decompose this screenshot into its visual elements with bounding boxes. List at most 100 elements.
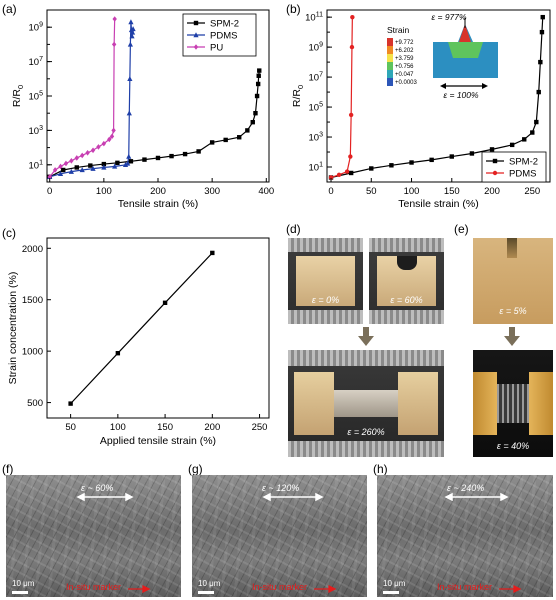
data-point xyxy=(162,300,168,305)
y-tick-label: 105 xyxy=(29,91,44,103)
data-point xyxy=(47,174,52,180)
panel-label-g: (g) xyxy=(188,462,203,476)
y-tick-label: 105 xyxy=(309,102,324,114)
panel-label-b: (b) xyxy=(286,2,301,16)
y-tick-label: 101 xyxy=(309,162,324,174)
scale-bar-label: 10 μm xyxy=(383,579,406,588)
down-arrow-icon xyxy=(504,327,520,346)
plot-frame xyxy=(46,237,270,419)
x-tick-label: 250 xyxy=(524,186,540,197)
x-tick-label: 150 xyxy=(157,422,173,433)
data-point xyxy=(126,153,132,159)
data-point xyxy=(129,33,135,39)
y-tick-label: 1500 xyxy=(22,295,43,306)
data-point xyxy=(74,155,79,161)
data-point xyxy=(111,127,116,134)
data-point xyxy=(253,111,258,116)
colorbar-label: +6.202 xyxy=(395,48,414,54)
fem-inset: Strain +9.772 +6.202 +3.759 +0.756 +0.047 +0.0… xyxy=(387,12,498,100)
data-point xyxy=(128,19,134,25)
panel-label-c: (c) xyxy=(2,226,16,240)
photo-d-bottom: ε = 260% xyxy=(288,350,444,457)
data-point xyxy=(90,147,96,154)
x-tick-label: 50 xyxy=(366,186,377,197)
data-point xyxy=(79,152,85,159)
colorbar-title: Strain xyxy=(387,25,409,35)
legend-entry: PU xyxy=(210,43,223,54)
data-point xyxy=(250,119,255,125)
data-point xyxy=(127,76,133,81)
strain-label-e-5: ε = 5% xyxy=(499,306,527,316)
data-point xyxy=(125,160,131,166)
sem-image-f: ε ~ 60% 10 μm In-situ marker xyxy=(6,475,181,597)
data-point xyxy=(115,160,120,166)
x-tick-label: 250 xyxy=(252,422,268,433)
data-point xyxy=(509,142,515,148)
data-point xyxy=(254,93,260,99)
colorbar-label: +3.759 xyxy=(395,56,414,62)
data-point xyxy=(489,147,495,152)
plot-frame xyxy=(326,9,551,183)
in-situ-marker-label: In-situ marker xyxy=(66,582,122,592)
colorbar-swatch xyxy=(387,54,393,62)
arrow-left-icon xyxy=(440,83,446,89)
data-point xyxy=(210,250,215,256)
data-point xyxy=(63,160,69,167)
y-tick-label: 109 xyxy=(29,22,44,34)
x-axis-label: Applied tensile strain (%) xyxy=(100,435,216,447)
y-tick-label: 101 xyxy=(29,159,44,171)
data-point xyxy=(538,59,543,65)
y-tick-label: 1011 xyxy=(305,12,323,24)
y-tick-label: 103 xyxy=(309,132,324,144)
photo-e-top: ε = 5% xyxy=(473,238,553,324)
data-point xyxy=(328,175,334,180)
y-axis-label: Strain concentration (%) xyxy=(7,272,19,385)
x-axis-label: Tensile strain (%) xyxy=(398,198,479,210)
x-tick-label: 200 xyxy=(204,422,220,433)
series-line xyxy=(70,252,213,405)
data-point xyxy=(336,172,342,178)
x-tick-label: 0 xyxy=(328,186,333,197)
colorbar-swatch xyxy=(387,70,393,78)
data-point xyxy=(237,135,242,140)
scale-bar xyxy=(12,591,28,594)
colorbar-swatch xyxy=(387,46,393,54)
panel-label-h: (h) xyxy=(373,462,388,476)
colorbar-label: +0.047 xyxy=(395,72,414,78)
data-point xyxy=(469,151,475,156)
legend-marker xyxy=(193,32,199,38)
fem-crack-tip xyxy=(459,24,471,42)
down-arrow-icon xyxy=(358,327,374,346)
panel-label-a: (a) xyxy=(2,2,17,16)
x-tick-label: 300 xyxy=(204,186,220,197)
panel-label-f: (f) xyxy=(2,462,14,476)
legend-marker xyxy=(193,20,199,26)
legend-box xyxy=(481,151,547,183)
data-point xyxy=(128,159,134,164)
data-point xyxy=(257,68,262,73)
data-point xyxy=(112,16,117,22)
series-spm-2 xyxy=(328,14,545,180)
y-tick-label: 107 xyxy=(29,56,44,68)
photo-e-bottom: ε = 40% xyxy=(473,350,553,457)
data-point xyxy=(169,153,174,159)
inset-bottom-label: ε = 100% xyxy=(443,90,479,100)
data-point xyxy=(449,154,454,159)
series-pdms xyxy=(328,14,355,180)
data-point xyxy=(429,157,434,163)
sem-strain-label: ε ~ 120% xyxy=(262,483,300,493)
data-point xyxy=(58,163,63,170)
data-point xyxy=(130,26,136,32)
data-point xyxy=(389,163,394,168)
data-point xyxy=(155,155,161,161)
x-tick-label: 50 xyxy=(65,422,76,433)
data-point xyxy=(115,351,121,356)
x-tick-label: 200 xyxy=(150,186,166,197)
data-point xyxy=(142,157,147,162)
data-point xyxy=(74,165,79,170)
chart-b: 0 50 100 150 200 250 101 103 105 107 109 1011 Tensil… xyxy=(291,9,551,210)
panel-label-e: (e) xyxy=(454,222,469,236)
x-tick-label: 150 xyxy=(444,186,460,197)
data-point xyxy=(540,14,545,20)
colorbar-swatch xyxy=(387,62,393,70)
